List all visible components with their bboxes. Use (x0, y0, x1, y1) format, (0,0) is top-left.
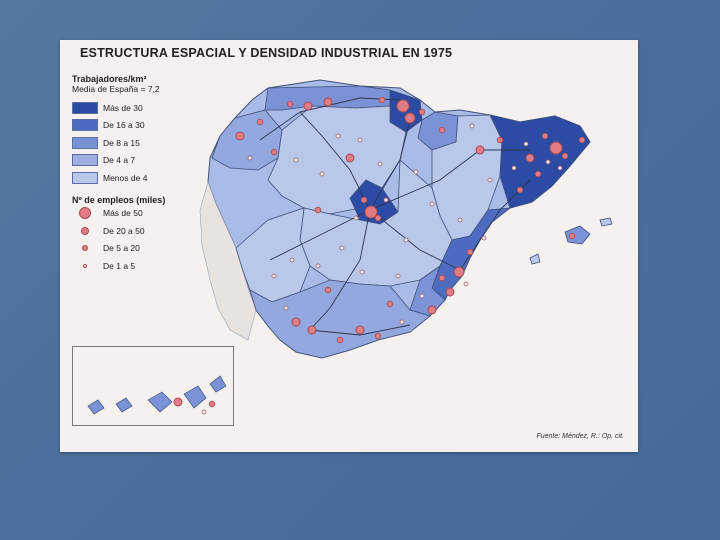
map-title: ESTRUCTURA ESPACIAL Y DENSIDAD INDUSTRIA… (80, 46, 453, 60)
employment-class-row: De 5 a 20 (72, 240, 212, 258)
density-swatch (72, 136, 98, 149)
density-class-label: Menos de 4 (103, 172, 148, 183)
dots-smallest (187, 123, 563, 415)
employment-class-row: De 1 a 5 (72, 257, 212, 275)
density-class-label: De 4 a 7 (103, 155, 136, 166)
employment-class-label: De 1 a 5 (103, 260, 136, 271)
dots-medium (173, 97, 535, 407)
density-class-row: De 8 a 15 (72, 134, 212, 152)
density-class-label: De 16 a 30 (103, 120, 145, 131)
canary-islands (87, 375, 227, 415)
employment-legend-header: Nº de empleos (miles) (72, 194, 166, 205)
density-class-row: De 16 a 30 (72, 117, 212, 135)
region-catalonia (489, 114, 591, 209)
employment-class-row: De 20 a 50 (72, 222, 212, 240)
density-class-row: De 4 a 7 (72, 152, 212, 170)
density-swatch (72, 119, 98, 132)
map-legend: Trabajadores/km² Media de España = 7,2 M… (72, 74, 212, 275)
employment-dot (83, 263, 87, 268)
island-ibiza (529, 253, 541, 265)
map-figure: ESTRUCTURA ESPACIAL Y DENSIDAD INDUSTRIA… (60, 40, 638, 452)
employment-dot (81, 226, 89, 235)
density-legend-subheader: Media de España = 7,2 (72, 84, 160, 94)
density-class-label: De 8 a 15 (103, 137, 140, 148)
employment-class-label: Más de 50 (103, 208, 143, 219)
density-class-label: Más de 30 (103, 102, 143, 113)
density-class-row: Más de 30 (72, 99, 212, 117)
map-source: Fuente: Méndez, R.: Op. cit. (536, 433, 624, 440)
dots-largest (364, 99, 563, 278)
region-galicia (211, 109, 283, 171)
density-class-row: Menos de 4 (72, 169, 212, 187)
employment-class-label: De 5 a 20 (103, 243, 140, 254)
island-mallorca (564, 225, 591, 245)
employment-dot (79, 207, 91, 220)
island-menorca (599, 217, 613, 227)
portugal-area (199, 181, 257, 341)
canary-inset-frame (72, 346, 234, 426)
region-andalucia (249, 279, 431, 359)
employment-class-row: Más de 50 (72, 205, 212, 223)
employment-dot (82, 245, 88, 252)
employment-class-label: De 20 a 50 (103, 225, 145, 236)
density-swatch (72, 154, 98, 167)
region-extremadura (235, 207, 311, 303)
density-swatch (72, 101, 98, 114)
dots-small (208, 96, 586, 408)
spain-map (87, 79, 613, 415)
density-swatch (72, 171, 98, 184)
density-legend-header: Trabajadores/km² (72, 74, 147, 84)
